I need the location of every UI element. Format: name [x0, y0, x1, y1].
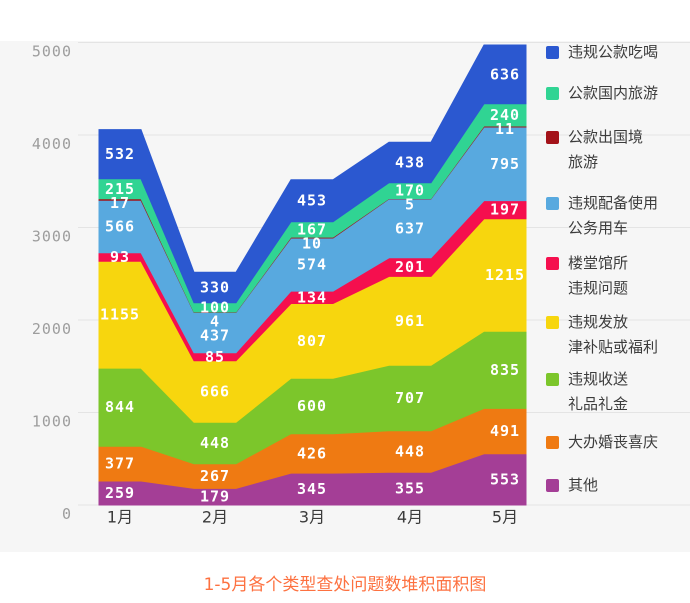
chart-title: 1-5月各个类型查处问题数堆积面积图 — [203, 575, 487, 595]
value-label-abroad-travel: 11 — [495, 120, 515, 138]
y-axis-tick: 4000 — [32, 135, 72, 153]
value-label-official-cars: 795 — [490, 155, 520, 173]
value-label-allowances: 807 — [297, 332, 327, 350]
value-label-dining: 636 — [490, 65, 520, 83]
value-label-others: 553 — [490, 470, 520, 488]
value-label-gifts: 600 — [297, 397, 327, 415]
value-label-allowances: 961 — [395, 312, 425, 330]
value-label-weddings: 267 — [200, 467, 230, 485]
value-label-domestic-travel: 167 — [297, 220, 327, 238]
value-label-official-cars: 437 — [200, 326, 230, 344]
value-label-buildings: 197 — [490, 201, 520, 219]
value-label-official-cars: 637 — [395, 219, 425, 237]
value-label-domestic-travel: 100 — [200, 298, 230, 316]
value-label-others: 259 — [105, 484, 135, 502]
value-label-dining: 532 — [105, 145, 135, 163]
value-label-dining: 438 — [395, 153, 425, 171]
value-label-gifts: 448 — [200, 434, 230, 452]
x-axis-label: 5月 — [492, 508, 518, 527]
x-axis-label: 1月 — [107, 508, 133, 527]
value-label-allowances: 1155 — [100, 306, 140, 324]
value-label-others: 355 — [395, 480, 425, 498]
value-label-others: 345 — [297, 480, 327, 498]
value-label-gifts: 844 — [105, 398, 135, 416]
value-label-domestic-travel: 240 — [490, 106, 520, 124]
y-axis-tick: 5000 — [32, 43, 72, 61]
value-label-weddings: 426 — [297, 444, 327, 462]
value-label-official-cars: 574 — [297, 256, 327, 274]
value-label-domestic-travel: 170 — [395, 182, 425, 200]
value-label-others: 179 — [200, 488, 230, 506]
value-label-weddings: 491 — [490, 422, 520, 440]
value-label-abroad-travel: 5 — [405, 196, 415, 214]
value-label-allowances: 666 — [200, 383, 230, 401]
value-label-domestic-travel: 215 — [105, 180, 135, 198]
value-label-weddings: 448 — [395, 442, 425, 460]
x-axis-label: 2月 — [202, 508, 228, 527]
value-label-gifts: 835 — [490, 361, 520, 379]
y-axis-tick: 0 — [62, 505, 72, 523]
y-axis-tick: 2000 — [32, 320, 72, 338]
value-label-buildings: 85 — [205, 348, 225, 366]
value-label-buildings: 201 — [395, 258, 425, 276]
area-series-dining — [98, 44, 527, 304]
value-label-official-cars: 566 — [105, 217, 135, 235]
value-label-weddings: 377 — [105, 455, 135, 473]
y-axis-tick: 1000 — [32, 413, 72, 431]
value-label-abroad-travel: 17 — [110, 194, 130, 212]
value-label-buildings: 134 — [297, 288, 327, 306]
value-label-allowances: 1215 — [485, 266, 525, 284]
value-label-dining: 330 — [200, 279, 230, 297]
x-axis-label: 3月 — [299, 508, 325, 527]
value-label-dining: 453 — [297, 192, 327, 210]
value-label-abroad-travel: 10 — [302, 234, 322, 252]
value-label-abroad-travel: 4 — [210, 312, 220, 330]
value-label-buildings: 93 — [110, 248, 130, 266]
y-axis-tick: 3000 — [32, 228, 72, 246]
value-label-gifts: 707 — [395, 389, 425, 407]
x-axis-label: 4月 — [397, 508, 423, 527]
